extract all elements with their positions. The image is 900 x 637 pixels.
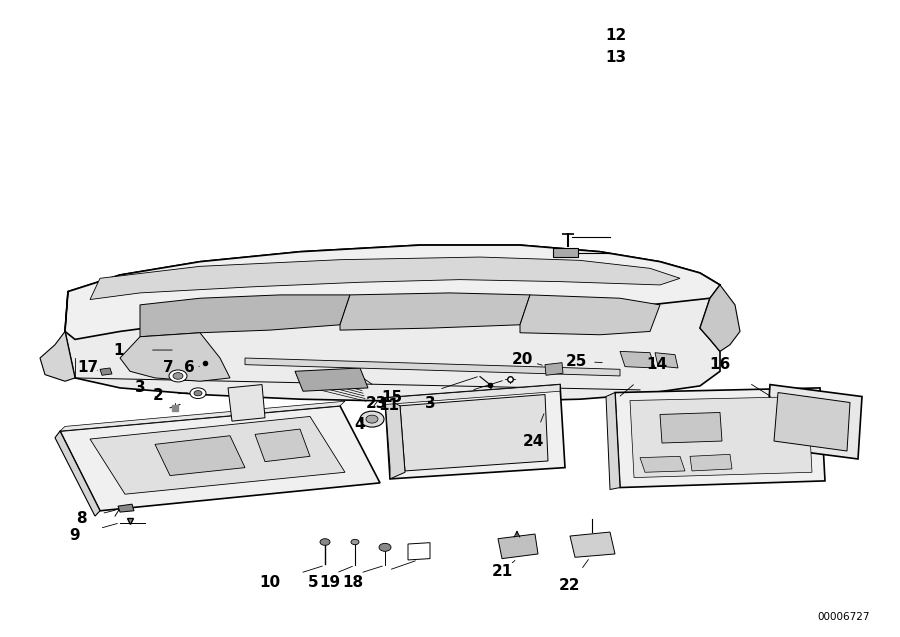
- Text: 8: 8: [76, 512, 86, 526]
- Text: 14: 14: [646, 357, 668, 372]
- Text: 3: 3: [135, 380, 145, 396]
- Polygon shape: [385, 398, 405, 479]
- Text: 7: 7: [163, 361, 174, 375]
- Text: 2: 2: [153, 389, 164, 403]
- Text: 16: 16: [709, 357, 731, 372]
- Text: 22: 22: [559, 578, 580, 592]
- Polygon shape: [118, 504, 134, 512]
- Text: 4: 4: [355, 417, 365, 432]
- Polygon shape: [408, 543, 430, 560]
- Polygon shape: [620, 352, 655, 368]
- Polygon shape: [100, 368, 112, 375]
- Polygon shape: [40, 292, 75, 382]
- Text: 1: 1: [113, 343, 124, 357]
- Text: 9: 9: [69, 528, 80, 543]
- Text: 11: 11: [379, 398, 400, 413]
- Circle shape: [320, 539, 330, 545]
- Polygon shape: [498, 534, 538, 559]
- Polygon shape: [140, 295, 350, 337]
- Polygon shape: [228, 385, 265, 421]
- Polygon shape: [155, 436, 245, 476]
- Polygon shape: [545, 362, 563, 375]
- Text: 10: 10: [259, 575, 281, 590]
- Text: 24: 24: [522, 434, 544, 448]
- Polygon shape: [255, 429, 310, 462]
- Text: 20: 20: [511, 352, 533, 367]
- Polygon shape: [640, 456, 685, 472]
- Polygon shape: [655, 353, 678, 368]
- Polygon shape: [700, 285, 740, 352]
- Text: 18: 18: [342, 575, 364, 590]
- Circle shape: [360, 411, 384, 427]
- Circle shape: [366, 415, 378, 423]
- Circle shape: [169, 370, 187, 382]
- Polygon shape: [606, 392, 620, 489]
- Polygon shape: [65, 245, 720, 340]
- Circle shape: [194, 390, 202, 396]
- Polygon shape: [774, 392, 850, 451]
- Text: 00006727: 00006727: [817, 612, 870, 622]
- Polygon shape: [90, 417, 345, 494]
- Circle shape: [379, 543, 391, 551]
- Polygon shape: [340, 293, 530, 330]
- Text: 15: 15: [382, 390, 402, 405]
- Polygon shape: [65, 245, 720, 401]
- Polygon shape: [385, 385, 560, 404]
- Polygon shape: [60, 406, 380, 511]
- Polygon shape: [690, 454, 732, 471]
- Polygon shape: [245, 358, 620, 376]
- Text: 25: 25: [565, 354, 587, 369]
- Polygon shape: [90, 257, 680, 299]
- Polygon shape: [385, 385, 565, 479]
- Polygon shape: [615, 388, 825, 487]
- Text: 5: 5: [308, 575, 319, 590]
- Text: 3: 3: [425, 396, 436, 411]
- Circle shape: [190, 388, 206, 399]
- Text: 6: 6: [184, 361, 194, 375]
- Polygon shape: [553, 248, 578, 257]
- Polygon shape: [120, 333, 230, 382]
- Circle shape: [351, 540, 359, 545]
- Polygon shape: [60, 401, 345, 431]
- Polygon shape: [660, 413, 722, 443]
- Polygon shape: [295, 368, 368, 391]
- Polygon shape: [55, 431, 100, 516]
- Text: 23: 23: [365, 396, 387, 411]
- Text: 21: 21: [491, 564, 513, 580]
- Polygon shape: [570, 532, 615, 557]
- Text: 12: 12: [606, 28, 626, 43]
- Polygon shape: [630, 397, 812, 478]
- Polygon shape: [766, 385, 862, 459]
- Text: 17: 17: [77, 361, 99, 375]
- Text: 19: 19: [320, 575, 340, 590]
- Polygon shape: [400, 394, 548, 471]
- Polygon shape: [520, 295, 660, 335]
- Circle shape: [173, 373, 183, 379]
- Text: 13: 13: [606, 50, 626, 64]
